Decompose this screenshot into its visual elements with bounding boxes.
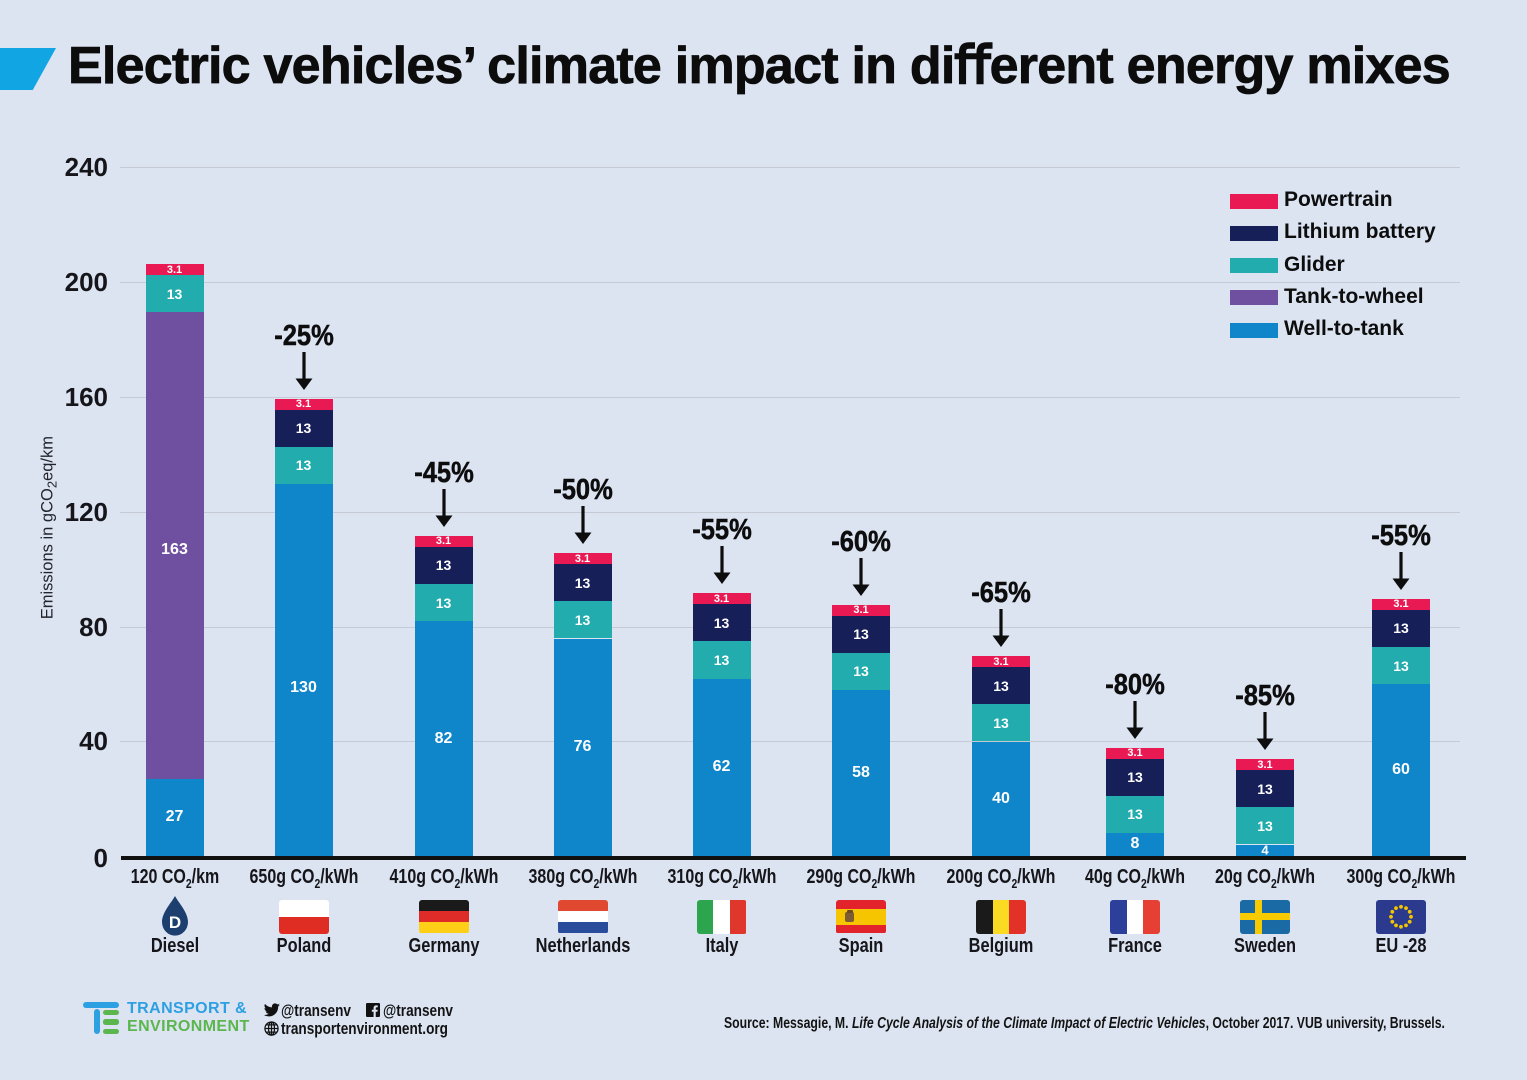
svg-text:D: D — [168, 913, 180, 932]
